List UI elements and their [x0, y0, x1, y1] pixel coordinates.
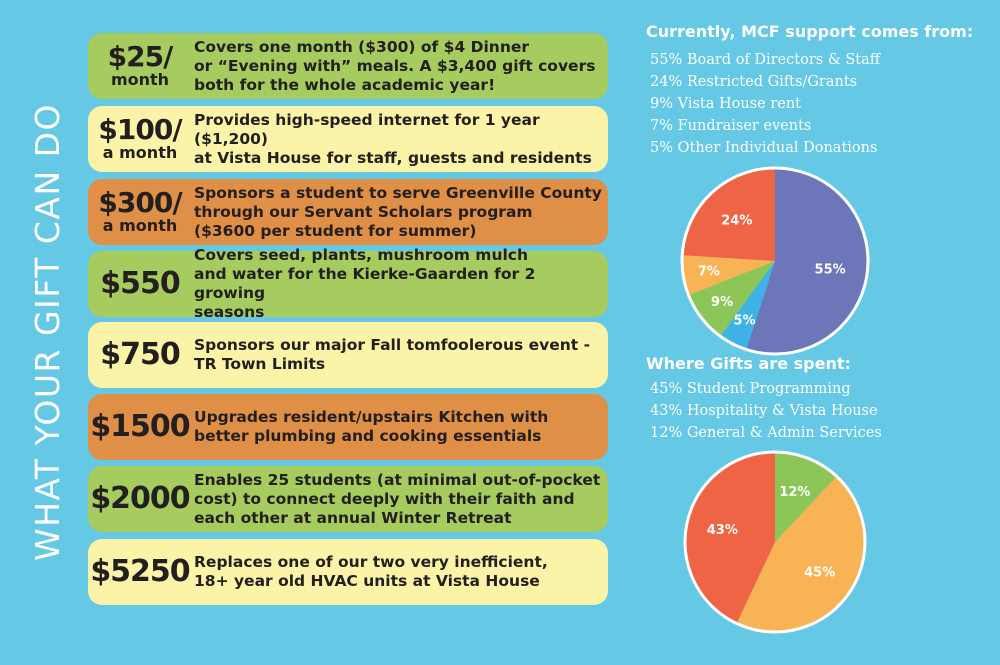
pie-slice	[685, 452, 775, 624]
gift-description: Replaces one of our two very inefficient…	[194, 539, 602, 605]
gift-description: Enables 25 students (at minimal out-of-p…	[194, 466, 602, 532]
gift-amount: $750	[88, 322, 192, 388]
gift-tier-100: $100/ a month Provides high-speed intern…	[88, 106, 608, 172]
pie-slice	[720, 261, 775, 350]
gift-amount: $2000	[88, 466, 192, 532]
description-line: ($3600 per student for summer)	[194, 221, 477, 240]
support-pie-chart: 55% 5%9% 7% 24%	[680, 166, 870, 356]
description-line: cost) to connect deeply with their faith…	[194, 489, 575, 508]
gift-description: Provides high-speed internet for 1 year …	[194, 106, 602, 172]
description-line: Sponsors our major Fall tomfoolerous eve…	[194, 336, 591, 354]
description-line: Enables 25 students (at minimal out-of-p…	[194, 470, 601, 489]
description-line: Covers seed, plants, mushroom mulch	[194, 246, 529, 264]
support-item: 55% Board of Directors & Staff	[650, 52, 881, 68]
pie-slice-label: 43%	[707, 523, 738, 538]
description-line: and water for the Kierke-Gaarden for 2 g…	[194, 265, 536, 302]
description-line: Sponsors a student to serve Greenville C…	[194, 183, 602, 202]
description-line: through our Servant Scholars program	[194, 202, 533, 221]
amount-value: $100/	[98, 113, 182, 146]
description-line: Provides high-speed internet for 1 year …	[194, 110, 540, 148]
gift-amount: $5250	[88, 539, 192, 605]
gift-tier-300: $300/ a month Sponsors a student to serv…	[88, 179, 608, 245]
gift-tier-25: $25/ month Covers one month ($300) of $4…	[88, 33, 608, 99]
gift-tier-550: $550 Covers seed, plants, mushroom mulch…	[88, 246, 608, 321]
amount-value: $25/	[107, 40, 174, 73]
gift-amount: $550	[88, 251, 192, 317]
pie-slice-label: 7%	[698, 264, 720, 279]
amount-value: $550	[100, 266, 180, 301]
description-line: Covers one month ($300) of $4 Dinner	[194, 37, 530, 56]
pie-slice-label: 9%	[711, 295, 733, 310]
spent-list: 45% Student Programming 43% Hospitality …	[650, 378, 882, 444]
description-line: better plumbing and cooking essentials	[194, 427, 542, 445]
spent-item: 43% Hospitality & Vista House	[650, 403, 878, 419]
pie-slice	[775, 452, 837, 542]
description-line: at Vista House for staff, guests and res…	[194, 148, 592, 167]
gift-amount: $100/ a month	[88, 106, 192, 172]
side-title: WHAT YOUR GIFT CAN DO	[28, 102, 67, 562]
support-item: 9% Vista House rent	[650, 96, 802, 112]
pie-slice	[682, 255, 775, 296]
description-line: Replaces one of our two very inefficient…	[194, 553, 548, 571]
gift-description: Sponsors a student to serve Greenville C…	[194, 179, 602, 245]
gift-tier-750: $750 Sponsors our major Fall tomfoolerou…	[88, 322, 608, 388]
amount-value: $2000	[90, 481, 190, 516]
support-item: 24% Restricted Gifts/Grants	[650, 74, 858, 90]
pie-outline	[683, 450, 867, 634]
amount-value: $5250	[90, 554, 190, 589]
pie-slice	[682, 168, 775, 261]
gift-amount: $300/ a month	[88, 179, 192, 245]
description-line: or “Evening with” meals. A $3,400 gift c…	[194, 56, 596, 75]
gift-tier-5250: $5250 Replaces one of our two very ineff…	[88, 539, 608, 605]
gift-amount: $1500	[88, 394, 192, 460]
pie-slice	[746, 168, 868, 354]
pie-slice-label: 12%	[779, 485, 810, 500]
spent-item: 12% General & Admin Services	[650, 425, 882, 441]
pie-slice-label: 55%	[815, 263, 846, 278]
pie-slice	[688, 261, 775, 337]
description-line: each other at annual Winter Retreat	[194, 508, 512, 527]
description-line: both for the whole academic year!	[194, 75, 496, 94]
amount-value: $750	[100, 337, 180, 372]
description-line: TR Town Limits	[194, 355, 326, 373]
support-list: 55% Board of Directors & Staff 24% Restr…	[650, 49, 880, 159]
spent-heading: Where Gifts are spent:	[646, 354, 851, 373]
description-line: seasons	[194, 303, 265, 321]
support-heading: Currently, MCF support comes from:	[646, 22, 974, 41]
amount-period: a month	[102, 143, 178, 162]
amount-value: $1500	[90, 409, 190, 444]
amount-period: month	[110, 70, 170, 89]
pie-slice-label: 45%	[804, 565, 835, 580]
spent-pie-chart: 12% 45% 43%	[683, 450, 867, 634]
pie-slice	[736, 476, 865, 632]
amount-value: $300/	[98, 186, 182, 219]
gift-description: Covers one month ($300) of $4 Dinner or …	[194, 33, 602, 99]
description-line: 18+ year old HVAC units at Vista House	[194, 572, 540, 590]
spent-item: 45% Student Programming	[650, 381, 851, 397]
gift-description: Upgrades resident/upstairs Kitchen with …	[194, 394, 602, 460]
pie-outline	[680, 166, 870, 356]
support-item: 7% Fundraiser events	[650, 118, 812, 134]
support-item: 5% Other Individual Donations	[650, 140, 878, 156]
pie-slice-label: 5%	[734, 314, 756, 329]
gift-description: Covers seed, plants, mushroom mulch and …	[194, 246, 602, 321]
gift-amount: $25/ month	[88, 33, 192, 99]
gift-description: Sponsors our major Fall tomfoolerous eve…	[194, 322, 602, 388]
gift-tier-1500: $1500 Upgrades resident/upstairs Kitchen…	[88, 394, 608, 460]
amount-period: a month	[102, 216, 178, 235]
description-line: Upgrades resident/upstairs Kitchen with	[194, 408, 549, 426]
pie-slice-label: 24%	[721, 213, 752, 228]
gift-tier-2000: $2000 Enables 25 students (at minimal ou…	[88, 466, 608, 532]
